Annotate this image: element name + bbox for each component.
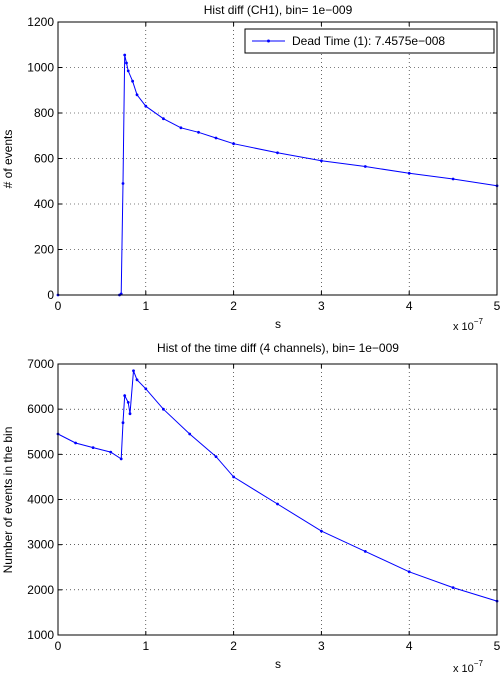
data-point [135,378,139,382]
data-point [123,394,127,397]
data-point [162,407,165,411]
x-axis-multiplier: x 10−7 [453,659,483,675]
y-axis-label: Number of events in the bin [1,427,15,574]
y-tick-label: 0 [47,288,54,302]
x-tick-label: 2 [230,299,237,313]
grid-lines [58,22,497,295]
data-point [276,151,279,155]
data-point [123,53,127,57]
data-point [320,159,323,163]
y-tick-label: 6000 [27,402,54,416]
data-point [74,441,77,445]
y-tick-label: 1000 [27,628,54,642]
legend-marker [267,39,270,43]
x-tick-label: 4 [406,639,413,653]
data-point [119,457,123,461]
x-axis-label: s [275,317,281,331]
x-tick-label: 4 [406,299,413,313]
bottom-chart: Hist of the time diff (4 channels), bin=… [1,341,501,675]
data-point [451,586,455,589]
y-tick-label: 5000 [27,447,54,461]
data-point [126,69,130,73]
data-point [135,93,139,97]
x-tick-label: 2 [230,639,237,653]
x-tick-label: 5 [494,639,501,653]
y-tick-label: 7000 [27,357,54,371]
y-tick-label: 1200 [27,15,54,29]
x-tick-label: 5 [494,299,501,313]
x-axis-label: s [275,657,281,671]
x-tick-label: 1 [142,639,149,653]
x-tick-label: 0 [55,639,62,653]
y-tick-label: 1000 [27,61,54,75]
data-point [407,171,411,175]
data-point [91,446,95,449]
data-series [56,53,499,297]
data-point [121,182,125,185]
data-point [363,550,367,553]
legend-entry: Dead Time (1): 7.4575e−008 [292,34,445,48]
y-tick-label: 400 [34,197,54,211]
data-point [232,142,236,146]
data-point [451,177,455,181]
legend: Dead Time (1): 7.4575e−008 [244,28,495,54]
x-tick-label: 3 [318,639,325,653]
data-point [197,130,200,134]
data-point [125,61,128,65]
x-tick-label: 0 [55,299,62,313]
y-tick-label: 4000 [27,493,54,507]
legend-box [244,28,495,54]
y-tick-label: 600 [34,152,54,166]
data-point [132,369,135,373]
data-point [128,412,132,416]
axis-ticks: 0 1 2 3 4 5 1000 2000 3000 4000 5000 6000 7000 [27,357,500,653]
data-point [214,455,218,458]
data-point [407,570,411,574]
chart-title: Hist of the time diff (4 channels), bin=… [157,341,399,355]
y-axis-label: # of events [1,130,15,189]
axis-ticks: 0 1 2 3 4 5 0 200 400 600 800 1000 1200 [27,15,500,313]
data-point [276,502,279,506]
data-point [188,432,192,436]
y-tick-label: 3000 [27,538,54,552]
data-point [121,421,125,425]
data-point [131,79,135,83]
y-tick-label: 800 [34,106,54,120]
data-point [109,450,113,454]
x-axis-multiplier: x 10−7 [453,317,483,333]
data-point [126,401,130,404]
data-point [320,529,323,533]
data-point [232,475,236,479]
data-point [144,387,148,391]
y-tick-label: 200 [34,243,54,257]
x-tick-label: 1 [142,299,149,313]
data-point [179,126,183,130]
y-tick-label: 2000 [27,583,54,597]
data-point [214,136,218,140]
x-tick-label: 3 [318,299,325,313]
data-point [144,104,148,108]
data-point [162,117,165,121]
chart-title: Hist diff (CH1), bin= 1e−009 [204,3,353,17]
series-line [57,370,498,602]
data-point [363,165,367,168]
data-series [56,369,499,603]
top-chart: Hist diff (CH1), bin= 1e−009 0 1 2 3 4 5 0 200 4… [1,3,501,333]
